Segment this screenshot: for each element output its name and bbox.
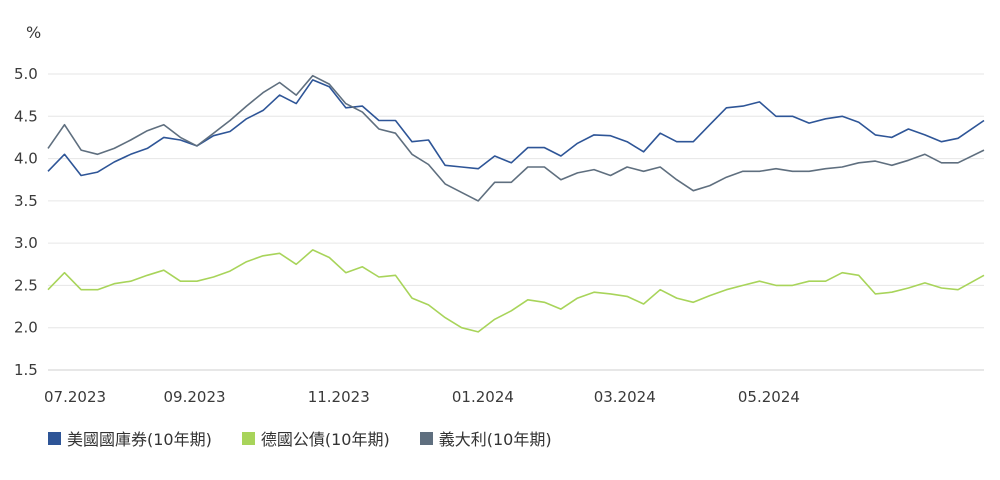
x-tick-label: 01.2024 [452,388,514,406]
x-tick-label: 09.2023 [164,388,226,406]
y-tick-label: 3.5 [14,192,38,210]
legend-swatch [419,431,433,445]
legend-label: 美國國庫券(10年期) [67,430,212,449]
y-unit-label: % [26,23,41,42]
legend-label: 德國公債(10年期) [260,430,390,449]
x-tick-label: 03.2024 [594,388,656,406]
legend-swatch [241,431,255,445]
x-tick-label: 11.2023 [308,388,370,406]
legend-swatch [48,431,61,445]
y-tick-label: 5.0 [14,65,38,83]
legend: 美國國庫券(10年期) 德國公債(10年期) 義大利(10年期) [48,426,552,450]
y-tick-label: 4.5 [14,107,38,125]
y-axis-ticks: 5.0 4.5 4.0 3.5 3.0 2.5 2.0 1.5 [14,65,38,379]
grid-layer [48,73,984,371]
x-tick-label: 05.2024 [738,388,800,406]
legend-item: 美國國庫券(10年期) [48,426,212,450]
legend-item: 德國公債(10年期) [241,426,390,450]
x-tick-label: 07.2023 [44,388,106,406]
series-layer [47,74,985,333]
y-tick-label: 3.0 [14,234,38,252]
legend-item: 義大利(10年期) [419,426,552,450]
series-line-1 [47,249,985,333]
y-tick-label: 4.0 [14,150,38,168]
legend-label: 義大利(10年期) [438,430,552,449]
series-line-2 [47,74,985,202]
y-tick-label: 2.5 [14,276,38,294]
y-tick-label: 2.0 [14,319,38,337]
series-line-0 [47,79,985,177]
x-axis-ticks: 07.2023 09.2023 11.2023 01.2024 03.2024 05.20… [44,388,800,406]
y-tick-label: 1.5 [14,361,38,379]
